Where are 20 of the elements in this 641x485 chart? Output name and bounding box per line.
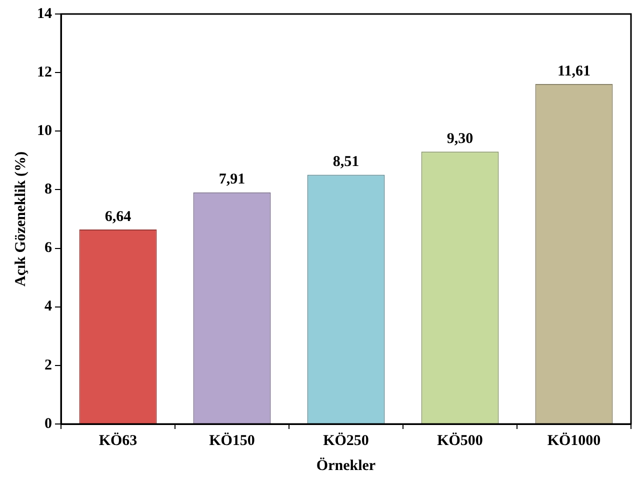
x-tick-label: KÖ1000	[547, 432, 601, 449]
y-tick-label: 6	[44, 240, 52, 256]
x-tick-label: KÖ63	[98, 432, 138, 449]
y-axis-title: Açık Gözeneklik (%)	[12, 152, 29, 286]
data-label: 7,91	[218, 172, 246, 188]
y-tick-label: 4	[44, 298, 52, 315]
data-label: 11,61	[558, 63, 590, 80]
data-label: 8,51	[332, 154, 360, 170]
data-label: 9,30	[446, 131, 474, 148]
data-label: 6,64	[104, 208, 132, 225]
x-axis-title: Örnekler	[316, 456, 376, 474]
x-tick-label: KÖ150	[209, 432, 255, 449]
x-tick-label: KÖ250	[323, 432, 369, 449]
y-tick-label: 10	[37, 123, 52, 140]
x-tick-label: KÖ500	[437, 432, 483, 449]
y-tick-label: 12	[37, 64, 52, 80]
y-tick-label: 8	[44, 182, 52, 198]
y-tick-label: 2	[44, 357, 52, 374]
y-tick-label: 0	[44, 416, 52, 432]
y-tick-label: 14	[37, 6, 52, 22]
